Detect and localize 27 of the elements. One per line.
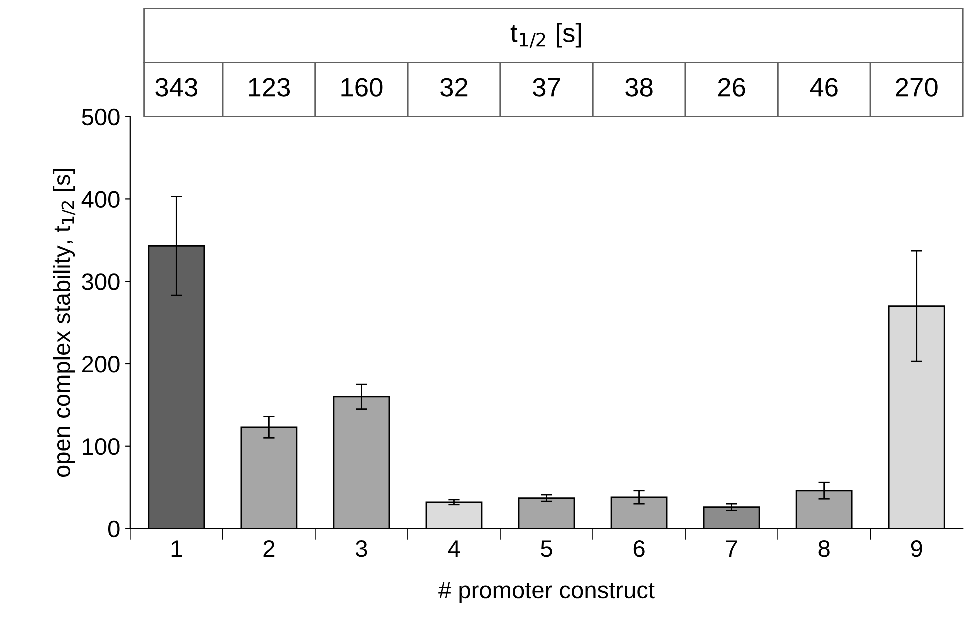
x-tick-label: 7 <box>726 540 738 557</box>
x-axis-title: # promoter construct <box>438 582 655 604</box>
y-tick-label: 0 <box>108 520 120 538</box>
text: 123 <box>249 78 290 97</box>
text: 38 <box>626 78 653 97</box>
y-tick-label: 500 <box>82 108 120 126</box>
text: 32 <box>440 78 468 97</box>
x-tick-label: 3 <box>356 540 368 558</box>
y-tick-label: 400 <box>82 191 120 208</box>
x-tick-label: 8 <box>818 540 830 558</box>
text: 26 <box>718 78 746 97</box>
x-tick-label: 4 <box>448 540 460 557</box>
text: 270 <box>896 78 938 97</box>
x-tick-label: 5 <box>541 540 552 558</box>
y-tick-label: 100 <box>83 438 120 456</box>
x-tick-label: 2 <box>264 540 275 557</box>
x-tick-label: 9 <box>911 540 922 558</box>
text: 37 <box>533 78 560 97</box>
chart-title: t$_{1/2}$ [s] <box>510 23 582 48</box>
x-tick-label: 1 <box>172 540 182 557</box>
y-tick-label: 200 <box>82 356 120 373</box>
x-tick-label: 6 <box>634 540 645 558</box>
y-axis-title: open complex stability, t$_{1/2}$ [s] <box>53 169 76 478</box>
text: 46 <box>810 78 838 97</box>
text: 343 <box>156 78 198 97</box>
y-tick-label: 300 <box>82 274 120 290</box>
text: 160 <box>342 78 383 97</box>
